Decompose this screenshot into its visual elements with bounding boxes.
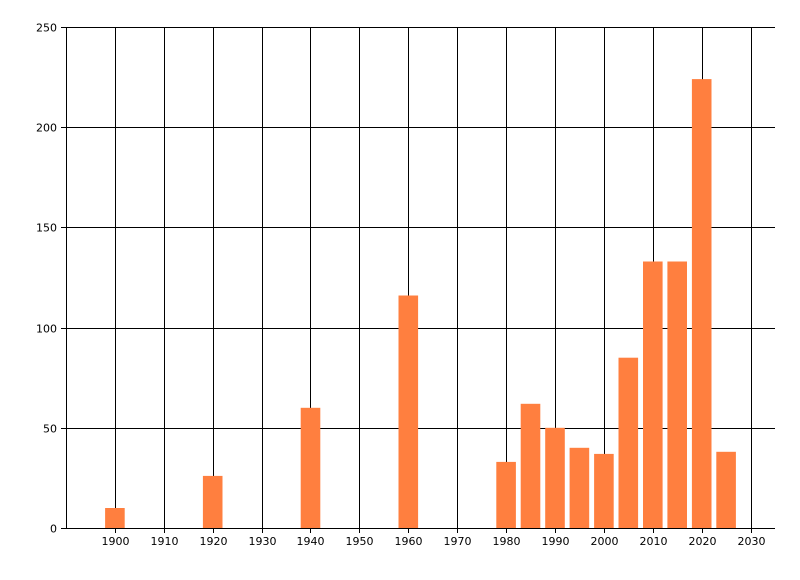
bar-2015 (667, 261, 687, 528)
bar-2025 (716, 451, 736, 528)
bar-1990 (545, 427, 565, 528)
y-tick-label: 0 (50, 523, 57, 536)
x-tick-label: 1970 (444, 535, 472, 548)
y-tick-label: 250 (36, 22, 57, 35)
x-tick-label: 1900 (102, 535, 130, 548)
bar-1920 (202, 475, 223, 528)
bar-1985 (520, 403, 541, 528)
x-tick-labels: 1900 1910 1920 1930 1940 1950 1960 1970 1980 1990… (102, 535, 766, 548)
bar-2000 (594, 453, 614, 528)
y-tick-label: 150 (36, 222, 57, 235)
x-tick-label: 1960 (395, 535, 423, 548)
bar-2010 (643, 261, 663, 528)
bar-1995 (569, 447, 590, 528)
bars (105, 79, 736, 528)
bar-1900 (105, 508, 125, 528)
y-tick-label: 200 (36, 122, 57, 135)
y-tick-label: 50 (43, 423, 57, 436)
bar-1960 (398, 295, 419, 528)
x-tick-label: 1950 (346, 535, 374, 548)
bar-1980 (496, 461, 516, 528)
x-tick-label: 1940 (297, 535, 325, 548)
x-tick-label: 1990 (542, 535, 570, 548)
x-tick-label: 2010 (640, 535, 668, 548)
x-tick-label: 1910 (151, 535, 179, 548)
bar-2005 (618, 357, 639, 528)
bar-1940 (300, 407, 321, 528)
y-tick-labels: 0 50 100 150 200 250 (36, 22, 57, 536)
x-tick-label: 1930 (249, 535, 277, 548)
x-tick-label: 2030 (738, 535, 766, 548)
x-tick-label: 2020 (689, 535, 717, 548)
x-tick-label: 1980 (493, 535, 521, 548)
x-tick-label: 1920 (200, 535, 228, 548)
axes (66, 27, 775, 529)
bar-2020 (691, 79, 712, 528)
x-tick-label: 2000 (591, 535, 619, 548)
y-tick-label: 100 (36, 323, 57, 336)
